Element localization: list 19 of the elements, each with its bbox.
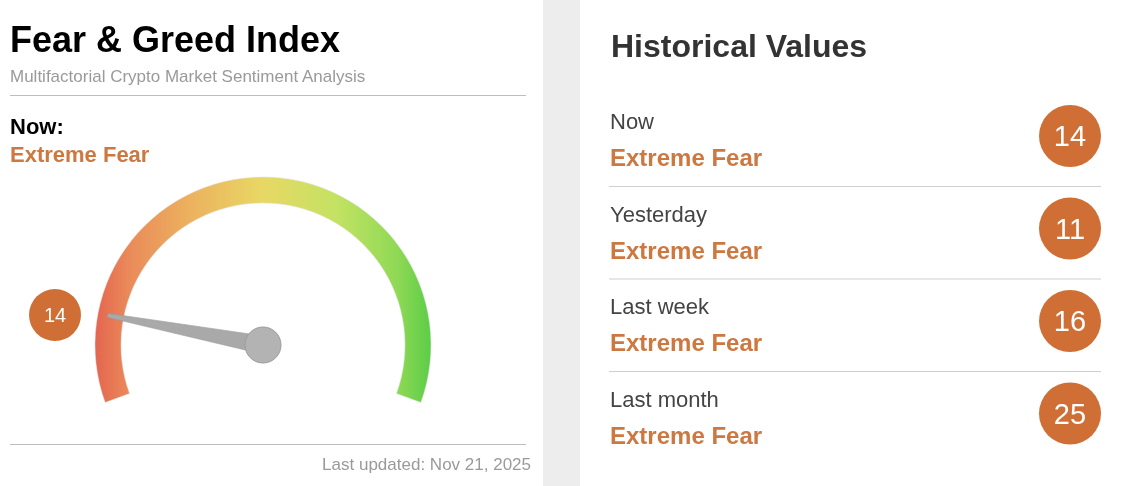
data-label: 16 xyxy=(1053,305,1087,337)
category-label: Last month xyxy=(610,386,719,412)
text: Last updated: Nov 21, 2025 xyxy=(322,455,531,474)
category-label: Last week xyxy=(610,294,711,319)
data-label: 14 xyxy=(43,304,67,326)
text: Extreme Fear xyxy=(610,144,763,171)
text: Now: xyxy=(10,114,64,139)
category-label: Now xyxy=(610,109,655,134)
text: Multifactorial Crypto Market Sentiment Analysis xyxy=(10,67,366,86)
text: Extreme Fear xyxy=(610,329,763,356)
data-label: 25 xyxy=(1053,397,1087,430)
data-label: 14 xyxy=(1053,120,1087,152)
data-label: 11 xyxy=(1054,212,1086,245)
text: Fear & Greed Index xyxy=(10,19,341,60)
text: Extreme Fear xyxy=(610,421,763,449)
category-label: Yesterday xyxy=(610,201,708,227)
text: Historical Values xyxy=(611,28,868,64)
text: Extreme Fear xyxy=(610,236,763,264)
text: Extreme Fear xyxy=(10,142,150,167)
